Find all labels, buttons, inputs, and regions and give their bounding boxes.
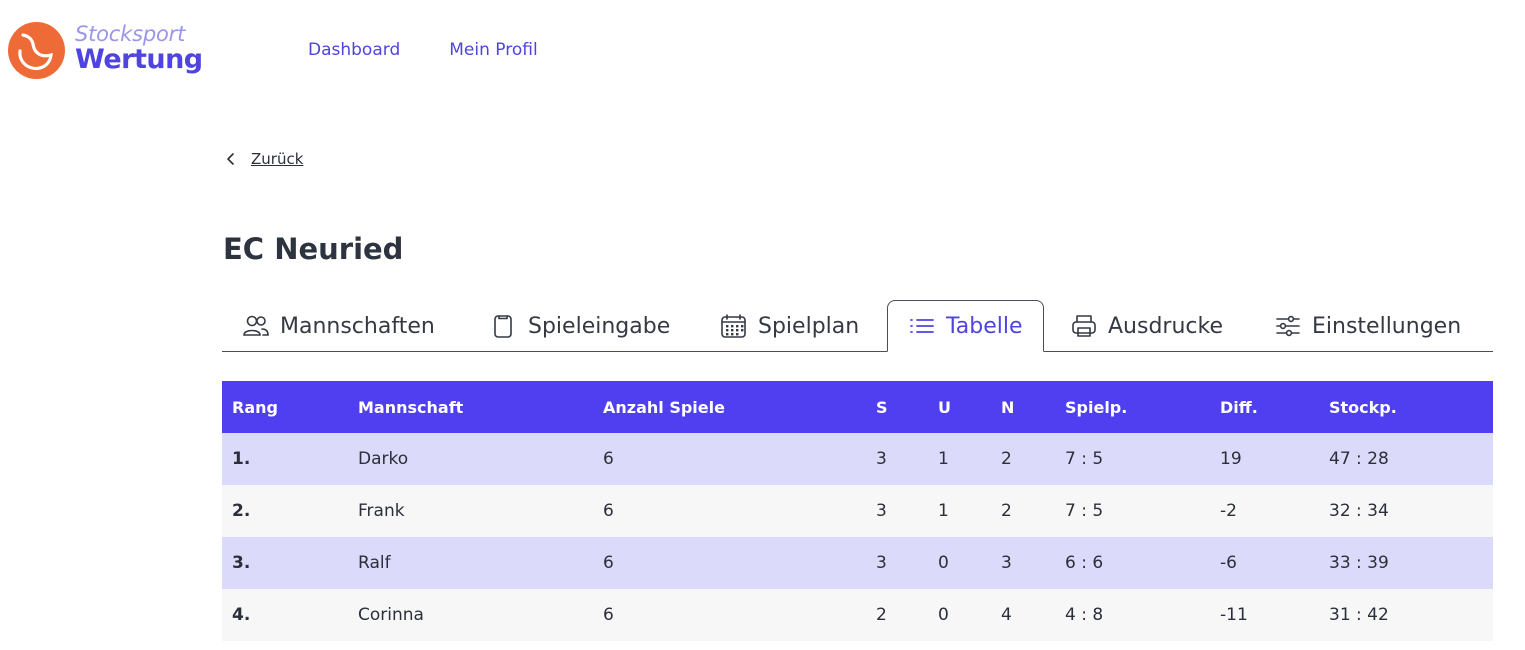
cell-u: 1 bbox=[928, 485, 991, 537]
column-header-u: U bbox=[928, 381, 991, 433]
cell-u: 0 bbox=[928, 589, 991, 641]
cell-spielp: 4 : 8 bbox=[1055, 589, 1210, 641]
cell-mannschaft: Frank bbox=[348, 485, 593, 537]
cell-spielp: 6 : 6 bbox=[1055, 537, 1210, 589]
tab-tabelle[interactable]: Tabelle bbox=[887, 300, 1044, 352]
cell-spiele: 6 bbox=[593, 537, 866, 589]
column-header-mannschaft: Mannschaft bbox=[348, 381, 593, 433]
tab-ausdrucke[interactable]: Ausdrucke bbox=[1070, 300, 1223, 352]
table-row: 2. Frank 6 3 1 2 7 : 5 -2 32 : 34 bbox=[222, 485, 1493, 537]
clipboard-icon bbox=[494, 315, 512, 338]
column-header-n: N bbox=[991, 381, 1055, 433]
nav-dashboard-link[interactable]: Dashboard bbox=[308, 40, 401, 60]
cell-mannschaft: Corinna bbox=[348, 589, 593, 641]
printer-icon bbox=[1072, 315, 1096, 337]
cell-s: 3 bbox=[866, 537, 928, 589]
nav-mein-profil-link[interactable]: Mein Profil bbox=[449, 40, 538, 60]
column-header-anzahl-spiele: Anzahl Spiele bbox=[593, 381, 866, 433]
column-header-rang: Rang bbox=[222, 381, 348, 433]
cell-u: 0 bbox=[928, 537, 991, 589]
column-header-diff: Diff. bbox=[1210, 381, 1319, 433]
cell-stockp: 32 : 34 bbox=[1319, 485, 1493, 537]
cell-n: 2 bbox=[991, 433, 1055, 485]
tab-label: Ausdrucke bbox=[1108, 313, 1223, 339]
tab-label: Spieleingabe bbox=[528, 313, 671, 339]
cell-stockp: 31 : 42 bbox=[1319, 589, 1493, 641]
cell-rang: 3. bbox=[222, 537, 348, 589]
table-row: 4. Corinna 6 2 0 4 4 : 8 -11 31 : 42 bbox=[222, 589, 1493, 641]
cell-rang: 1. bbox=[222, 433, 348, 485]
tab-einstellungen[interactable]: Einstellungen bbox=[1274, 300, 1461, 352]
column-header-spielp: Spielp. bbox=[1055, 381, 1210, 433]
cell-spielp: 7 : 5 bbox=[1055, 485, 1210, 537]
tab-mannschaften[interactable]: Mannschaften bbox=[242, 300, 435, 352]
column-header-s: S bbox=[866, 381, 928, 433]
cell-spiele: 6 bbox=[593, 589, 866, 641]
table-header-row: Rang Mannschaft Anzahl Spiele S U N Spie… bbox=[222, 381, 1493, 433]
cell-rang: 2. bbox=[222, 485, 348, 537]
back-link-label: Zurück bbox=[251, 150, 304, 168]
cell-s: 2 bbox=[866, 589, 928, 641]
cell-spielp: 7 : 5 bbox=[1055, 433, 1210, 485]
page-title: EC Neuried bbox=[223, 232, 404, 266]
cell-diff: -2 bbox=[1210, 485, 1319, 537]
top-navigation: Dashboard Mein Profil bbox=[308, 40, 538, 60]
cell-spiele: 6 bbox=[593, 485, 866, 537]
tab-label: Mannschaften bbox=[280, 313, 435, 339]
cell-s: 3 bbox=[866, 433, 928, 485]
cell-n: 2 bbox=[991, 485, 1055, 537]
cell-diff: 19 bbox=[1210, 433, 1319, 485]
cell-mannschaft: Darko bbox=[348, 433, 593, 485]
tab-label: Tabelle bbox=[946, 313, 1023, 339]
cell-s: 3 bbox=[866, 485, 928, 537]
cell-stockp: 47 : 28 bbox=[1319, 433, 1493, 485]
cell-rang: 4. bbox=[222, 589, 348, 641]
users-icon bbox=[243, 315, 269, 336]
tab-bar: Mannschaften Spieleingabe Spielplan Tabe… bbox=[222, 300, 1493, 352]
table-row: 1. Darko 6 3 1 2 7 : 5 19 47 : 28 bbox=[222, 433, 1493, 485]
tab-spieleingabe[interactable]: Spieleingabe bbox=[490, 300, 670, 352]
tab-label: Einstellungen bbox=[1312, 313, 1462, 339]
brand-line-2: Wertung bbox=[75, 44, 203, 75]
brand-line-1: Stocksport bbox=[75, 22, 186, 46]
chevron-left-icon bbox=[227, 153, 234, 165]
tab-label: Spielplan bbox=[758, 313, 860, 339]
cell-u: 1 bbox=[928, 433, 991, 485]
sliders-icon bbox=[1276, 315, 1300, 337]
back-link[interactable]: Zurück bbox=[225, 150, 303, 168]
column-header-stockp: Stockp. bbox=[1319, 381, 1493, 433]
cell-n: 4 bbox=[991, 589, 1055, 641]
list-icon bbox=[910, 319, 934, 333]
cell-diff: -11 bbox=[1210, 589, 1319, 641]
cell-mannschaft: Ralf bbox=[348, 537, 593, 589]
table-row: 3. Ralf 6 3 0 3 6 : 6 -6 33 : 39 bbox=[222, 537, 1493, 589]
standings-table: Rang Mannschaft Anzahl Spiele S U N Spie… bbox=[222, 381, 1493, 641]
tab-spielplan[interactable]: Spielplan bbox=[720, 300, 859, 352]
cell-diff: -6 bbox=[1210, 537, 1319, 589]
brand-logo[interactable]: Stocksport Wertung bbox=[8, 22, 203, 79]
logo-icon bbox=[8, 22, 65, 79]
cell-stockp: 33 : 39 bbox=[1319, 537, 1493, 589]
cell-n: 3 bbox=[991, 537, 1055, 589]
cell-spiele: 6 bbox=[593, 433, 866, 485]
calendar-icon bbox=[721, 314, 746, 338]
